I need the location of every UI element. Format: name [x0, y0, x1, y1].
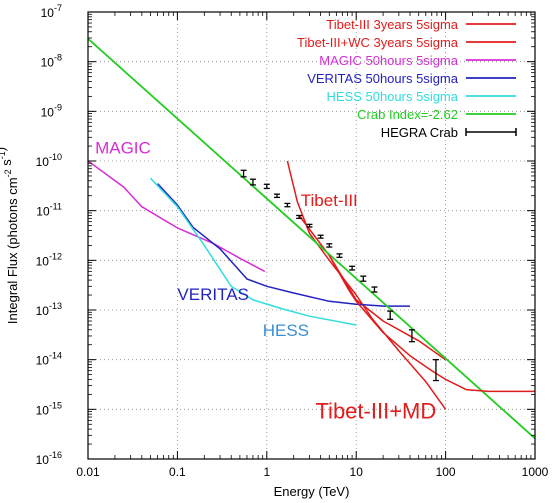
- legend-entry: HEGRA Crab: [381, 125, 517, 140]
- axes: [87, 11, 536, 460]
- legend-entry: Tibet-III+WC 3years 5sigma: [297, 35, 516, 50]
- legend-entry: HESS 50hours 5sigma: [326, 89, 516, 104]
- series-crab-index-2-62: [88, 38, 535, 440]
- tick-labels: 0.01 0.1 1 10 100 1000 10-16 10-15 10-14 10-13 10-…: [36, 3, 549, 479]
- annotations: MAGIC Tibet-III VERITAS HESS Tibet-III+MD: [95, 139, 436, 424]
- x-tick-label: 1: [263, 465, 270, 479]
- legend-label: Crab Index=-2.62: [357, 107, 458, 122]
- legend-label: Tibet-III 3years 5sigma: [326, 17, 459, 32]
- hegra-crab-point: [249, 178, 256, 186]
- x-tick-label: 100: [436, 465, 456, 479]
- hegra-crab-point: [326, 243, 333, 248]
- hegra-crab-point: [349, 265, 356, 271]
- hegra-crab-point: [408, 329, 415, 343]
- hegra-crab-point: [432, 359, 439, 382]
- legend-entry: Tibet-III 3years 5sigma: [326, 17, 516, 32]
- y-tick-label: 10-9: [41, 102, 62, 119]
- hegra-crab-point: [317, 234, 324, 239]
- series-magic-50hours-5sigma: [88, 160, 266, 273]
- legend-label: HESS 50hours 5sigma: [326, 89, 458, 104]
- hegra-crab-point: [387, 310, 394, 320]
- legend-entry: Crab Index=-2.62: [357, 107, 516, 122]
- y-tick-label: 10-10: [36, 152, 62, 169]
- hegra-crab-point: [240, 169, 247, 178]
- legend-label: MAGIC 50hours 5sigma: [319, 53, 458, 68]
- annotation-label: HESS: [263, 321, 309, 340]
- legend-entry: VERITAS 50hours 5sigma: [307, 71, 516, 86]
- hegra-crab-point: [336, 253, 343, 258]
- series-lines: [88, 38, 535, 440]
- hegra-crab-points: [240, 169, 439, 382]
- y-tick-label: 10-7: [41, 3, 62, 20]
- hegra-crab-point: [296, 214, 303, 220]
- hegra-crab-point: [263, 183, 270, 190]
- hegra-crab-point: [360, 275, 367, 282]
- y-tick-label: 10-13: [36, 301, 62, 318]
- series-hess-50hours-5sigma: [149, 177, 357, 326]
- y-tick-label: 10-14: [36, 351, 62, 368]
- series-tibet-iii-3years-5sigma: [286, 160, 447, 410]
- y-tick-label: 10-15: [36, 400, 62, 417]
- legend: Tibet-III 3years 5sigma Tibet-III+WC 3yea…: [297, 17, 517, 140]
- y-tick-label: 10-8: [41, 53, 62, 70]
- x-axis-label: Energy (TeV): [274, 484, 350, 499]
- legend-label: HEGRA Crab: [381, 125, 458, 140]
- x-tick-label: 0.01: [76, 465, 100, 479]
- legend-label: Tibet-III+WC 3years 5sigma: [297, 35, 459, 50]
- annotation-label: MAGIC: [95, 139, 151, 158]
- y-axis-label: Integral Flux (photons cm-2 s-1): [0, 147, 20, 324]
- hegra-crab-point: [371, 286, 378, 293]
- y-tick-label: 10-11: [36, 202, 62, 219]
- x-tick-label: 0.1: [169, 465, 186, 479]
- y-tick-label: 10-12: [36, 251, 62, 268]
- plot-frame: [87, 11, 536, 460]
- hegra-crab-point: [306, 223, 313, 228]
- series-tibet-iii-md: [328, 255, 535, 393]
- series-veritas-50hours-5sigma: [157, 183, 410, 307]
- hegra-crab-point: [273, 193, 280, 199]
- legend-label: VERITAS 50hours 5sigma: [307, 71, 459, 86]
- legend-entry: MAGIC 50hours 5sigma: [319, 53, 516, 68]
- annotation-label: VERITAS: [177, 285, 248, 304]
- x-tick-label: 10: [350, 465, 364, 479]
- annotation-label: Tibet-III+MD: [315, 399, 436, 424]
- x-tick-label: 1000: [522, 465, 549, 479]
- y-tick-label: 10-16: [36, 450, 62, 467]
- hegra-crab-point: [284, 202, 291, 208]
- annotation-label: Tibet-III: [301, 191, 358, 210]
